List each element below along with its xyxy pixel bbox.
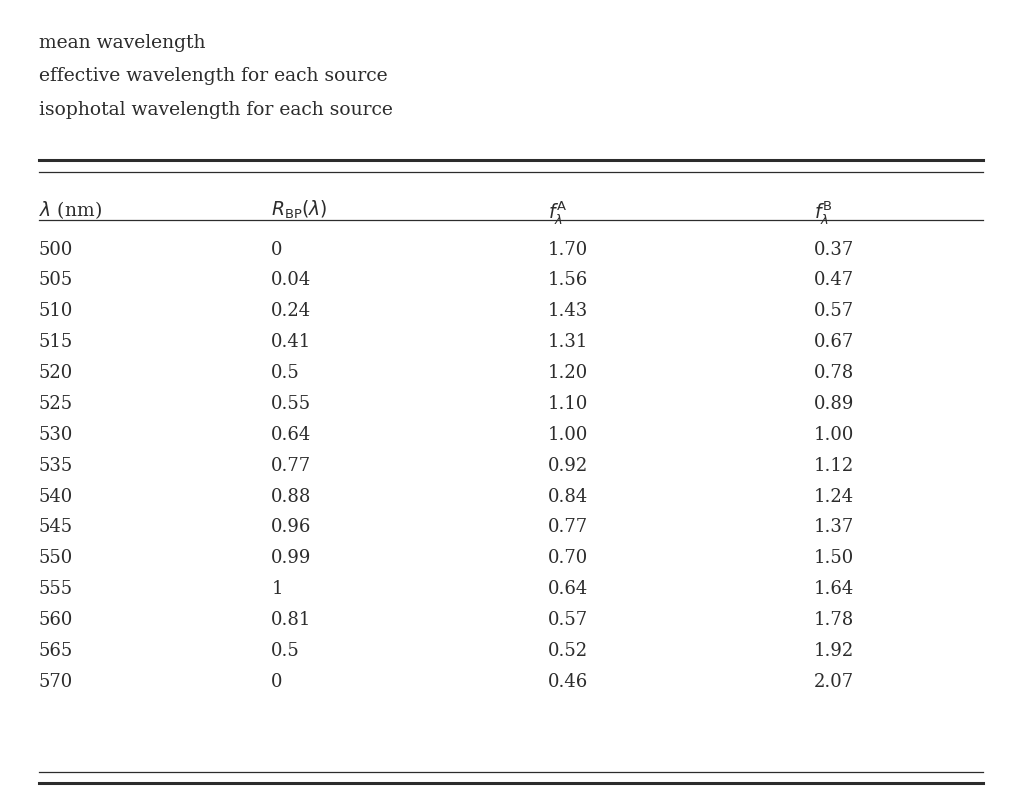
Text: 500: 500	[39, 241, 74, 258]
Text: 515: 515	[39, 334, 73, 351]
Text: $f_{\lambda}^{\rm A}$: $f_{\lambda}^{\rm A}$	[548, 199, 566, 226]
Text: 1.24: 1.24	[814, 488, 854, 505]
Text: 0.84: 0.84	[548, 488, 588, 505]
Text: 0.37: 0.37	[814, 241, 854, 258]
Text: 1.70: 1.70	[548, 241, 588, 258]
Text: 0.88: 0.88	[271, 488, 311, 505]
Text: 0: 0	[271, 673, 283, 691]
Text: 1.31: 1.31	[548, 334, 588, 351]
Text: $\lambda$ (nm): $\lambda$ (nm)	[39, 199, 101, 221]
Text: 525: 525	[39, 395, 73, 413]
Text: 2.07: 2.07	[814, 673, 854, 691]
Text: 0.67: 0.67	[814, 334, 854, 351]
Text: 505: 505	[39, 271, 73, 290]
Text: 535: 535	[39, 457, 73, 475]
Text: 0.64: 0.64	[271, 426, 311, 444]
Text: 555: 555	[39, 581, 73, 598]
Text: 0.96: 0.96	[271, 519, 311, 537]
Text: 0.77: 0.77	[548, 519, 588, 537]
Text: 1.43: 1.43	[548, 302, 588, 320]
Text: 1: 1	[271, 581, 283, 598]
Text: 510: 510	[39, 302, 74, 320]
Text: 1.00: 1.00	[814, 426, 854, 444]
Text: effective wavelength for each source: effective wavelength for each source	[39, 67, 387, 85]
Text: 0.46: 0.46	[548, 673, 588, 691]
Text: 560: 560	[39, 611, 74, 629]
Text: 1.00: 1.00	[548, 426, 588, 444]
Text: 0.77: 0.77	[271, 457, 311, 475]
Text: 0.81: 0.81	[271, 611, 311, 629]
Text: 1.78: 1.78	[814, 611, 854, 629]
Text: 0.92: 0.92	[548, 457, 588, 475]
Text: 0.78: 0.78	[814, 364, 854, 382]
Text: 1.37: 1.37	[814, 519, 854, 537]
Text: 0.5: 0.5	[271, 364, 300, 382]
Text: 1.12: 1.12	[814, 457, 854, 475]
Text: 0.5: 0.5	[271, 642, 300, 660]
Text: 570: 570	[39, 673, 73, 691]
Text: 540: 540	[39, 488, 73, 505]
Text: 1.10: 1.10	[548, 395, 588, 413]
Text: 1.92: 1.92	[814, 642, 854, 660]
Text: 0.57: 0.57	[814, 302, 854, 320]
Text: 1.20: 1.20	[548, 364, 588, 382]
Text: 1.64: 1.64	[814, 581, 854, 598]
Text: 0.99: 0.99	[271, 549, 311, 567]
Text: 550: 550	[39, 549, 73, 567]
Text: 0.04: 0.04	[271, 271, 311, 290]
Text: 0: 0	[271, 241, 283, 258]
Text: 0.89: 0.89	[814, 395, 854, 413]
Text: 530: 530	[39, 426, 74, 444]
Text: isophotal wavelength for each source: isophotal wavelength for each source	[39, 101, 393, 119]
Text: mean wavelength: mean wavelength	[39, 34, 206, 51]
Text: 0.55: 0.55	[271, 395, 311, 413]
Text: $R_{\rm BP}(\lambda)$: $R_{\rm BP}(\lambda)$	[271, 199, 328, 221]
Text: $f_{\lambda}^{\rm B}$: $f_{\lambda}^{\rm B}$	[814, 199, 833, 226]
Text: 0.70: 0.70	[548, 549, 588, 567]
Text: 0.41: 0.41	[271, 334, 311, 351]
Text: 0.64: 0.64	[548, 581, 588, 598]
Text: 0.52: 0.52	[548, 642, 588, 660]
Text: 565: 565	[39, 642, 73, 660]
Text: 0.57: 0.57	[548, 611, 588, 629]
Text: 545: 545	[39, 519, 73, 537]
Text: 1.50: 1.50	[814, 549, 854, 567]
Text: 1.56: 1.56	[548, 271, 588, 290]
Text: 0.47: 0.47	[814, 271, 854, 290]
Text: 520: 520	[39, 364, 73, 382]
Text: 0.24: 0.24	[271, 302, 311, 320]
